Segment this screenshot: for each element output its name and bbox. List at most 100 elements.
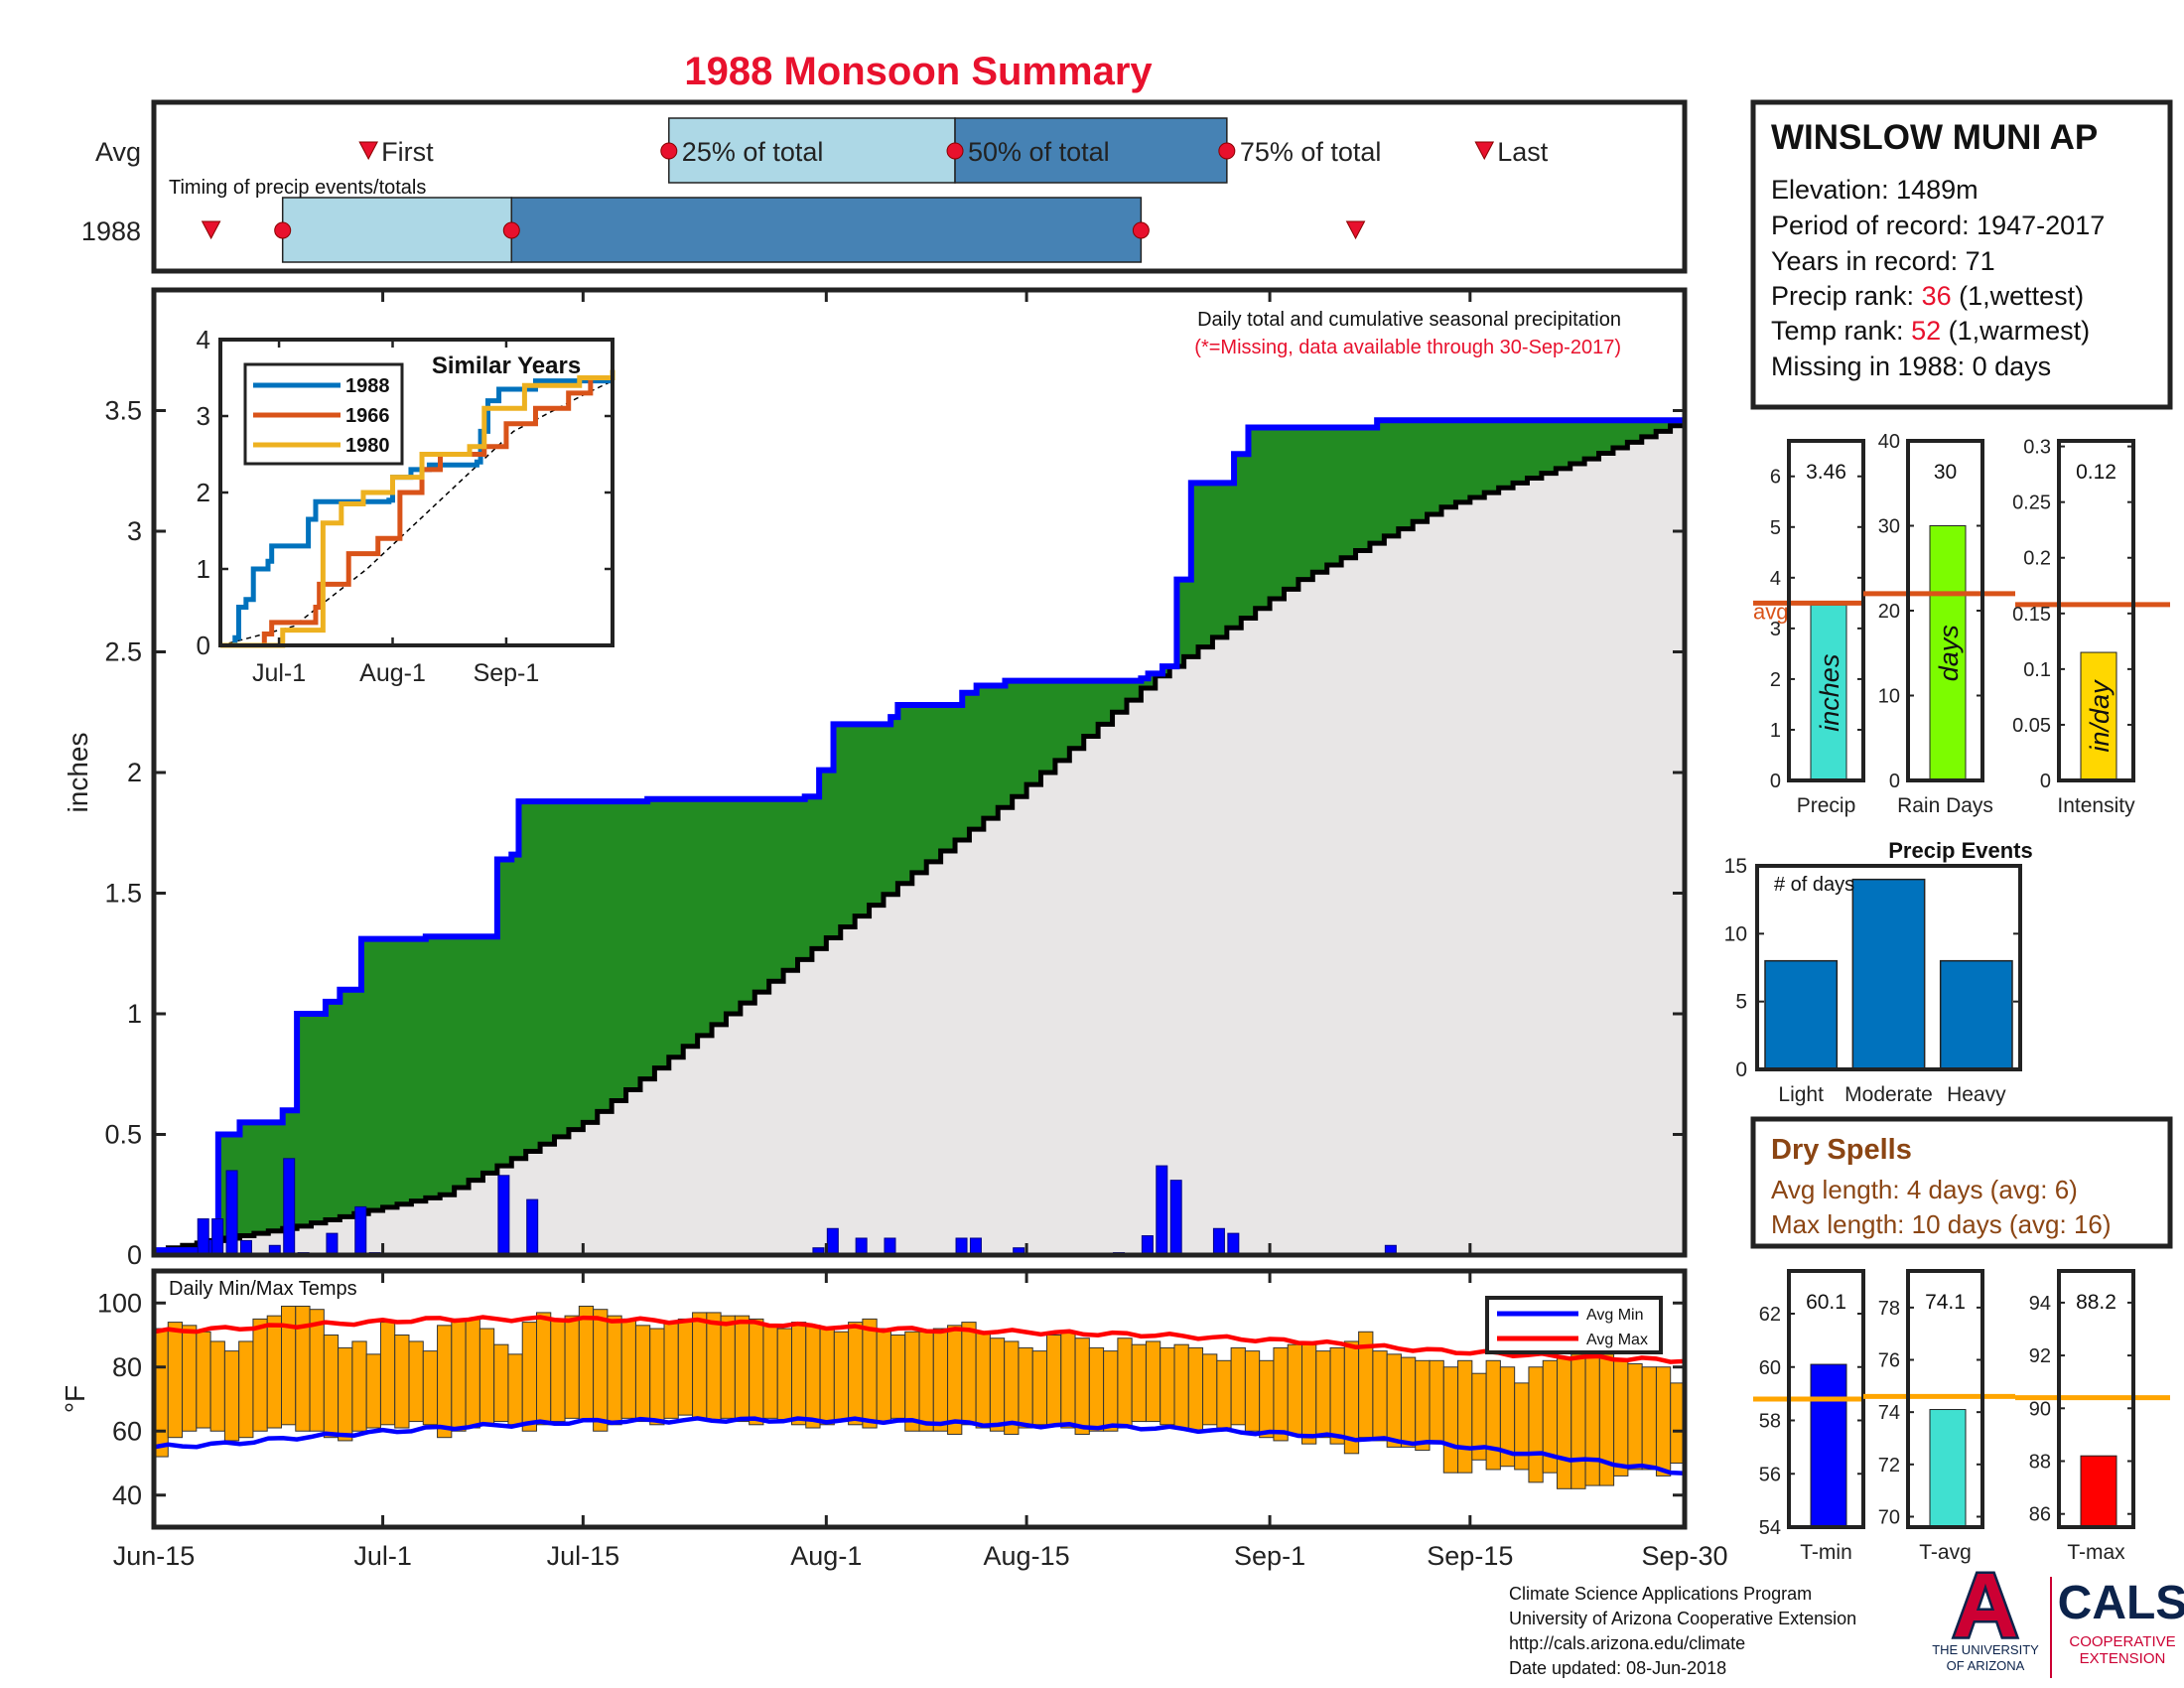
daily-temp-bar (1216, 1359, 1232, 1429)
daily-temp-bar (607, 1315, 622, 1426)
event-bar-heavy (1939, 959, 2013, 1070)
daily-temp-bar (1273, 1346, 1289, 1442)
intensity-stat-ytick-label: 0.25 (2012, 492, 2051, 514)
precip-stat-ytick-label: 1 (1770, 720, 1781, 742)
raindays-stat-bar (1929, 525, 1967, 781)
daily-temp-bar (1031, 1350, 1047, 1426)
daily-temp-bar (1046, 1335, 1062, 1426)
tmin-stat-ytick-label: 58 (1759, 1411, 1781, 1433)
intensity-stat-ytick-label: 0.05 (2012, 715, 2051, 737)
daily-temp-bar (223, 1350, 240, 1442)
daily-precip-bar (1156, 1165, 1168, 1256)
tavg-stat-value-label: 74.1 (1925, 1291, 1966, 1314)
inset-legend-label: 1988 (345, 375, 390, 397)
tmin-stat-frame (1787, 1269, 1865, 1529)
daily-temp-bar (1187, 1346, 1204, 1432)
inset-ytick-label: 3 (197, 401, 210, 431)
intensity-stat-ytick-label: 0.2 (2023, 548, 2051, 570)
daily-temp-bar (932, 1328, 949, 1432)
intensity-stat-category-label: Intensity (2057, 794, 2135, 817)
tavg-stat-panel: 70 72 74 76 78 74.1 T-avg (1863, 1269, 2015, 1564)
daily-temp-bar (351, 1340, 367, 1432)
tavg-stat-ytick-label: 70 (1878, 1506, 1900, 1528)
daily-temp-bar (1613, 1359, 1629, 1477)
precip-stat-category-label: Precip (1797, 794, 1856, 817)
daily-temp-bar (620, 1318, 636, 1419)
precip-stat-ytick-label: 5 (1770, 517, 1781, 539)
daily-temp-bar (1131, 1343, 1147, 1423)
timing-caption: Timing of precip events/totals (169, 177, 426, 199)
daily-temp-bar (550, 1318, 566, 1423)
p50-label: 50% of total (968, 137, 1110, 167)
daily-precip-bar (526, 1198, 539, 1256)
timing-panel: Avg 1988 Timing of precip events/totals … (81, 99, 1688, 274)
daily-precip-bar (969, 1237, 982, 1256)
raindays-stat-ytick-label: 10 (1878, 686, 1900, 708)
avg-last-marker (1474, 141, 1495, 161)
station-missing: Missing in 1988: 0 days (1771, 352, 2051, 381)
daily-temp-bar (493, 1343, 509, 1423)
ua-line-2: OF ARIZONA (1947, 1658, 2025, 1673)
ua-line-1: THE UNIVERSITY (1932, 1642, 2039, 1657)
tmax-stat-ytick-label: 88 (2029, 1452, 2051, 1474)
temp-ytick-label: 80 (112, 1352, 142, 1382)
daily-temp-bar (833, 1331, 850, 1423)
daily-precip-bar (354, 1205, 367, 1256)
daily-temp-bar (478, 1328, 495, 1426)
daily-temp-bar (734, 1315, 751, 1423)
avg-cumulative-line (154, 420, 1688, 1253)
events-ytick-label: 10 (1724, 922, 1747, 945)
daily-precip-bar (197, 1218, 209, 1256)
dry-spells-box: Dry Spells Avg length: 4 days (avg: 6) M… (1750, 1116, 2173, 1249)
daily-precip-bar (884, 1237, 896, 1256)
temp-ytick-label: 60 (112, 1416, 142, 1446)
daily-precip-bar (855, 1237, 868, 1256)
daily-temp-bar (309, 1309, 325, 1432)
daily-temp-bar (252, 1318, 268, 1432)
inset-xtick-label: Sep-1 (474, 659, 540, 687)
daily-temp-bar (394, 1335, 410, 1429)
daily-temp-bar (904, 1331, 920, 1432)
year-last-marker (1345, 220, 1366, 240)
daily-temp-bar (1429, 1359, 1444, 1445)
date-axis-label: Aug-15 (984, 1541, 1070, 1571)
inset-avg-line (219, 379, 614, 646)
avg-50-75-box (954, 117, 1228, 184)
daily-temp-bar (1329, 1346, 1345, 1445)
tavg-stat-ytick-label: 72 (1878, 1455, 1900, 1477)
tmax-stat-ytick-label: 90 (2029, 1398, 2051, 1420)
avg-min-line (153, 1416, 1686, 1477)
daily-temp-bar (266, 1315, 283, 1429)
intensity-stat-frame (2057, 439, 2135, 782)
daily-temp-bar (791, 1322, 807, 1426)
events-plot-frame (1755, 864, 2022, 1071)
intensity-stat-bar (2080, 651, 2117, 781)
intensity-stat-ytick-label: 0 (2040, 771, 2051, 792)
daily-temp-bar (1584, 1350, 1600, 1486)
daily-temp-bar (862, 1318, 878, 1429)
above-average-region (154, 420, 1685, 1251)
daily-temp-bar (1088, 1346, 1105, 1432)
precip-events-chart: Precip Events 0 5 10 15 Light Moderate Heavy #… (1724, 838, 2033, 1106)
precip-stat-ytick-label: 2 (1770, 669, 1781, 691)
main-ytick-label: 0.5 (104, 1120, 142, 1150)
date-axis-label: Sep-30 (1641, 1541, 1727, 1571)
daily-temp-bar (1004, 1340, 1020, 1435)
inset-legend-label: 1966 (345, 405, 390, 427)
tmax-stat-category-label: T-max (2067, 1541, 2125, 1564)
station-years: Years in record: 71 (1771, 246, 1995, 276)
date-axis-label: Jun-15 (113, 1541, 196, 1571)
daily-temp-bar (422, 1350, 439, 1426)
raindays-stat-unit-label: days (1934, 625, 1964, 681)
station-period: Period of record: 1947-2017 (1771, 211, 2105, 240)
svg-text:A: A (1953, 1555, 2018, 1656)
daily-temp-bar (1074, 1337, 1090, 1435)
tmax-stat-frame (2057, 1269, 2135, 1529)
daily-temp-bar (947, 1325, 963, 1435)
ua-a-icon: A (1950, 1553, 2020, 1659)
tmin-stat-category-label: T-min (1800, 1541, 1852, 1564)
daily-temp-bar (634, 1325, 651, 1423)
daily-temp-bar (692, 1312, 708, 1419)
daily-temp-bar (182, 1325, 198, 1432)
